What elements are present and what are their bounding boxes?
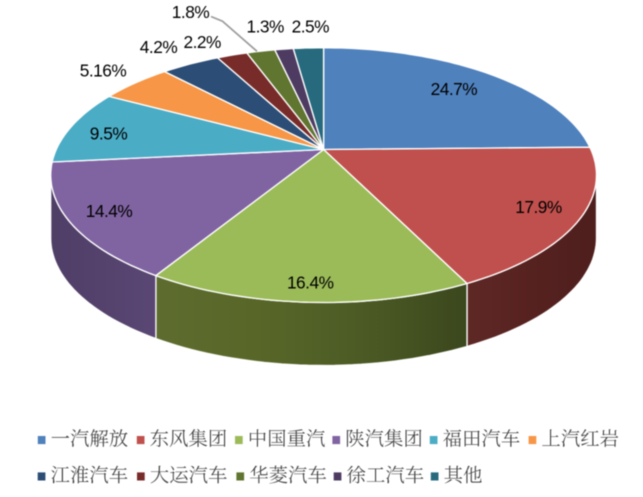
svg-text:17.9%: 17.9% <box>515 197 562 217</box>
svg-text:16.4%: 16.4% <box>287 273 334 293</box>
svg-text:2.5%: 2.5% <box>292 17 330 37</box>
svg-text:5.16%: 5.16% <box>80 60 127 80</box>
svg-text:1.3%: 1.3% <box>247 17 285 37</box>
svg-text:24.7%: 24.7% <box>431 79 478 99</box>
svg-text:4.2%: 4.2% <box>140 37 178 57</box>
svg-text:2.2%: 2.2% <box>184 32 222 52</box>
svg-text:14.4%: 14.4% <box>86 201 133 221</box>
svg-text:1.8%: 1.8% <box>172 2 210 22</box>
svg-text:9.5%: 9.5% <box>90 123 128 143</box>
